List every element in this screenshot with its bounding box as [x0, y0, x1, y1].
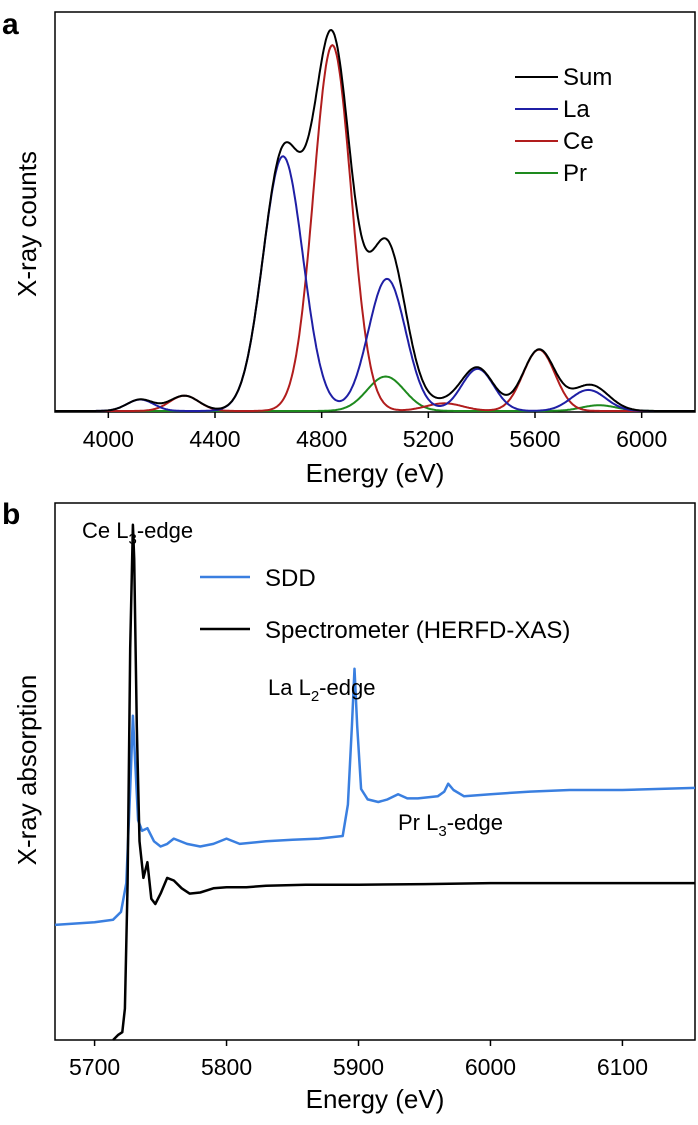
- panel-a-chart: a 4000 4400 4800 5200 5600 6000 Energy (eV) X…: [2, 8, 696, 488]
- series-line-ce: [55, 44, 695, 412]
- panel-b-x-tick-label-6000: 6000: [465, 1054, 516, 1080]
- panel-b-legend: SDD Spectrometer (HERFD-XAS): [200, 565, 570, 644]
- panel-a-x-tick-label-6000: 6000: [616, 426, 667, 452]
- panel-a-series-lines: [55, 28, 695, 412]
- panel-b-series-lines: [54, 523, 696, 1041]
- panel-b-x-ticks: 5700 5800 5900 6000 6100: [69, 1040, 648, 1080]
- legend-label-pr: Pr: [563, 160, 587, 187]
- annotation-la-l2-edge: La L2-edge: [268, 675, 375, 705]
- annotation-pr-l3-edge: Pr L3-edge: [398, 810, 503, 840]
- series-line-spectrometer-herfd-xas: [112, 523, 695, 1041]
- series-line-sum: [55, 28, 695, 412]
- panel-a-x-tick-label-5200: 5200: [403, 426, 454, 452]
- series-line-sdd: [54, 667, 696, 927]
- annotation-ce-l3-edge: Ce L3-edge: [82, 518, 193, 548]
- panel-b-x-tick-label-5700: 5700: [69, 1054, 120, 1080]
- panel-b-x-tick-label-5900: 5900: [333, 1054, 384, 1080]
- panel-b-x-tick-label-5800: 5800: [201, 1054, 252, 1080]
- series-line-la: [55, 155, 695, 412]
- legend-label-ce: Ce: [563, 128, 594, 155]
- panel-a-letter: a: [2, 8, 19, 41]
- legend-label-spectrometer: Spectrometer (HERFD-XAS): [265, 617, 570, 644]
- panel-a-x-axis-label: Energy (eV): [306, 458, 445, 488]
- panel-b-chart: b 5700 5800 5900 6000 6100 Energy (eV) X-ray…: [2, 498, 696, 1114]
- panel-b-letter: b: [2, 498, 20, 531]
- panel-b-x-tick-label-6100: 6100: [597, 1054, 648, 1080]
- legend-label-sdd: SDD: [265, 565, 316, 592]
- panel-a-y-axis-label: X-ray counts: [12, 151, 42, 297]
- panel-a-x-tick-label-4000: 4000: [83, 426, 134, 452]
- panel-a-x-tick-label-4400: 4400: [189, 426, 240, 452]
- panel-a-x-tick-label-4800: 4800: [296, 426, 347, 452]
- panel-a-x-tick-label-5600: 5600: [509, 426, 560, 452]
- panel-b-plot-frame: [54, 502, 696, 1041]
- legend-label-la: La: [563, 96, 590, 123]
- panel-a-legend: Sum La Ce Pr: [515, 64, 612, 187]
- legend-label-sum: Sum: [563, 64, 612, 91]
- panel-b-y-axis-label: X-ray absorption: [12, 675, 42, 866]
- panel-b-x-axis-label: Energy (eV): [306, 1084, 445, 1114]
- panel-a-x-ticks: 4000 4400 4800 5200 5600 6000: [83, 412, 667, 452]
- panel-a-plot-frame: [54, 11, 696, 413]
